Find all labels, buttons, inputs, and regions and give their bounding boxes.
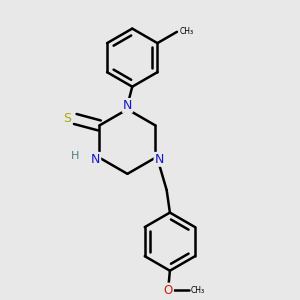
Text: CH₃: CH₃ (180, 27, 194, 36)
Text: N: N (123, 99, 132, 112)
Text: N: N (154, 153, 164, 166)
Text: S: S (63, 112, 71, 125)
Text: N: N (91, 153, 100, 166)
Text: O: O (164, 284, 173, 297)
Text: CH₃: CH₃ (190, 286, 204, 295)
Text: H: H (71, 151, 80, 161)
